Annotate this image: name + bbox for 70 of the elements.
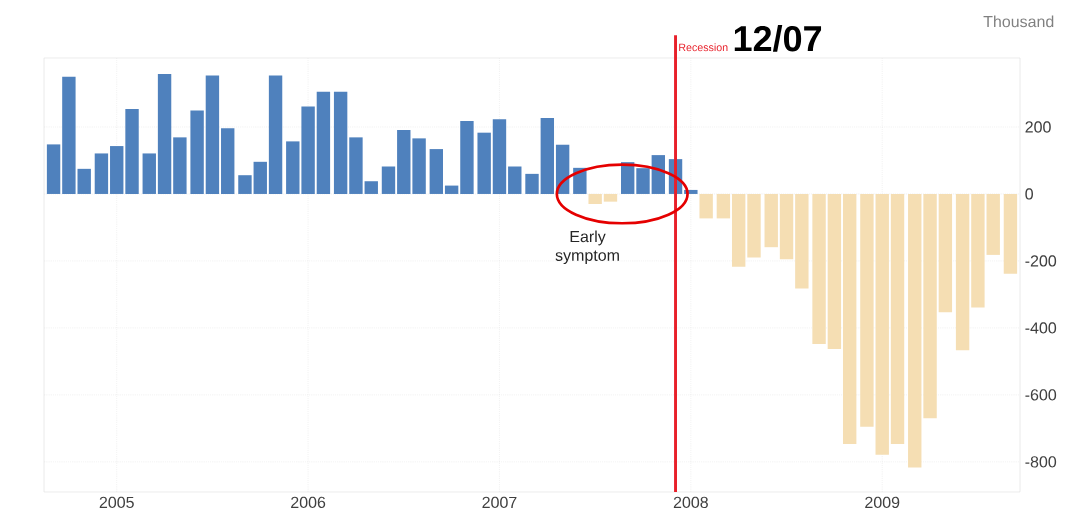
bar bbox=[94, 153, 109, 194]
bar bbox=[747, 193, 761, 258]
x-tick-label: 2008 bbox=[673, 496, 708, 509]
bar bbox=[764, 193, 778, 248]
bar bbox=[651, 155, 666, 194]
x-tick-label: 2009 bbox=[865, 496, 900, 509]
bar bbox=[955, 193, 970, 351]
x-tick-label: 2007 bbox=[482, 496, 517, 509]
bar bbox=[716, 193, 731, 219]
y-tick-label: -600 bbox=[1025, 389, 1057, 401]
bar bbox=[349, 137, 363, 194]
bar bbox=[444, 185, 459, 194]
bar bbox=[588, 193, 602, 204]
bar bbox=[381, 166, 396, 194]
y-tick-label: 0 bbox=[1025, 188, 1033, 200]
bar bbox=[795, 193, 809, 289]
y-tick-label: -800 bbox=[1025, 456, 1057, 468]
bar bbox=[890, 193, 905, 445]
bar bbox=[286, 141, 300, 194]
bar bbox=[46, 144, 61, 194]
bar bbox=[1003, 193, 1018, 274]
bar bbox=[842, 193, 857, 445]
x-tick-label: 2005 bbox=[99, 496, 134, 509]
bar bbox=[142, 153, 156, 194]
bar bbox=[190, 110, 204, 194]
bar bbox=[908, 193, 922, 468]
y-axis-title: Thousand bbox=[983, 15, 1054, 28]
bar bbox=[525, 173, 539, 194]
bar bbox=[938, 193, 953, 313]
y-tick-label: 200 bbox=[1025, 121, 1051, 133]
bar bbox=[492, 119, 507, 194]
bar bbox=[173, 137, 187, 194]
bar bbox=[268, 75, 283, 194]
bar bbox=[636, 168, 650, 194]
bar bbox=[812, 193, 826, 344]
bar bbox=[253, 161, 267, 194]
text: 12/07 bbox=[734, 24, 822, 52]
bar bbox=[397, 129, 411, 194]
bar bbox=[731, 193, 746, 267]
bar bbox=[923, 193, 937, 419]
bar bbox=[412, 138, 426, 194]
bar bbox=[620, 162, 635, 194]
bar bbox=[110, 146, 124, 194]
bar bbox=[699, 193, 713, 219]
bar bbox=[429, 149, 444, 194]
bar bbox=[364, 181, 378, 194]
bar bbox=[238, 175, 252, 194]
bar bbox=[827, 193, 842, 350]
bar bbox=[301, 106, 315, 194]
bar bbox=[875, 193, 889, 455]
bar bbox=[986, 193, 1000, 255]
bar bbox=[205, 75, 220, 194]
bar bbox=[603, 193, 618, 202]
bar bbox=[971, 193, 985, 308]
bar bbox=[125, 108, 139, 194]
bar bbox=[508, 166, 522, 194]
bar bbox=[460, 120, 474, 194]
ref-line-label: Recession bbox=[679, 43, 728, 52]
y-tick-label: -200 bbox=[1025, 255, 1057, 267]
bar bbox=[860, 193, 874, 427]
bar bbox=[316, 91, 331, 194]
bar bbox=[333, 91, 348, 194]
bar bbox=[779, 193, 794, 260]
y-tick-label: -400 bbox=[1025, 322, 1057, 334]
x-tick-label: 2006 bbox=[291, 496, 326, 509]
bar bbox=[540, 117, 555, 194]
annotation: Early symptom bbox=[555, 230, 619, 265]
bar bbox=[221, 128, 235, 194]
bar bbox=[477, 132, 491, 194]
bar bbox=[157, 74, 172, 194]
